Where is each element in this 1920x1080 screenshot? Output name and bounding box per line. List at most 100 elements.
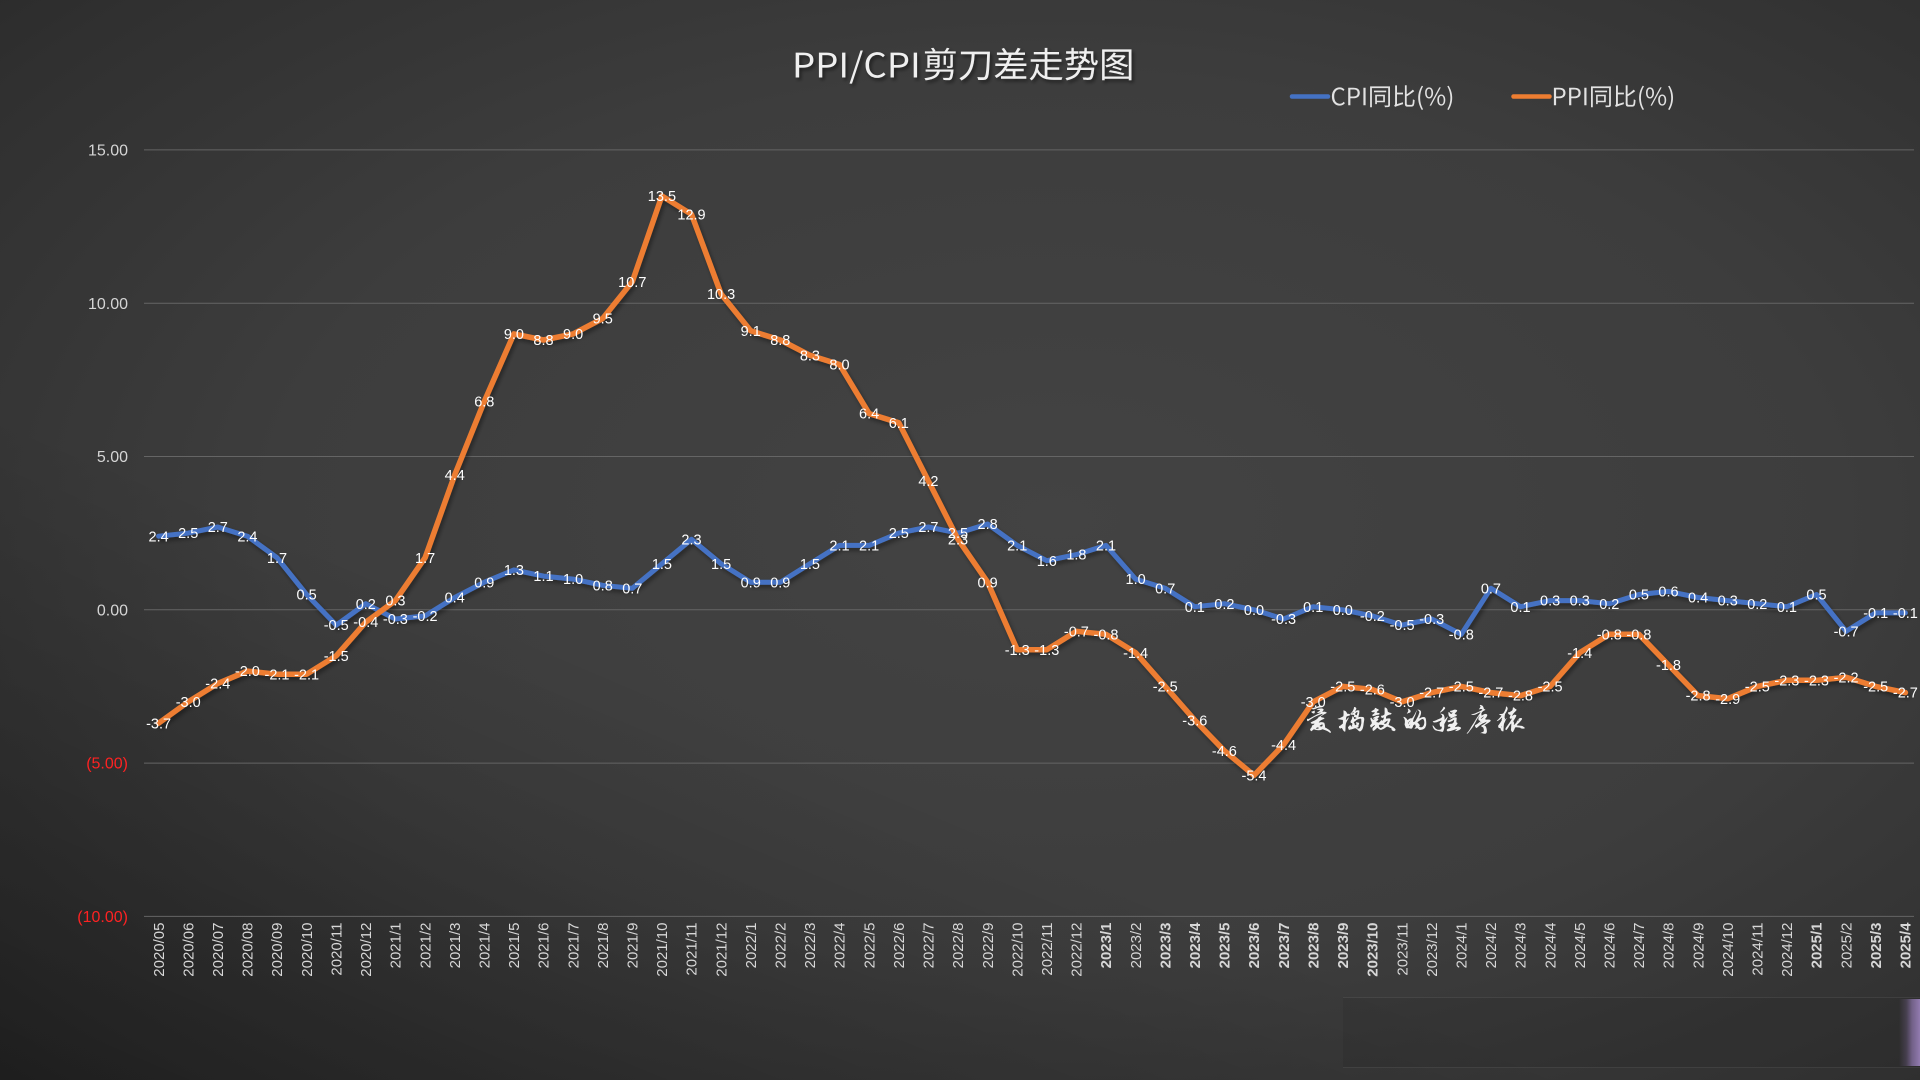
- svg-text:2022/4: 2022/4: [832, 923, 849, 969]
- svg-text:-2.5: -2.5: [1153, 680, 1178, 696]
- svg-text:2.4: 2.4: [149, 529, 169, 545]
- svg-text:2023/4: 2023/4: [1187, 922, 1204, 969]
- svg-text:2021/8: 2021/8: [595, 923, 612, 969]
- svg-text:2023/7: 2023/7: [1276, 923, 1293, 969]
- svg-text:2023/11: 2023/11: [1394, 923, 1411, 976]
- svg-text:-2.7: -2.7: [1419, 686, 1444, 702]
- svg-text:2023/8: 2023/8: [1305, 923, 1322, 969]
- svg-text:2020/09: 2020/09: [269, 923, 286, 977]
- svg-text:2022/12: 2022/12: [1069, 923, 1086, 977]
- svg-text:2024/6: 2024/6: [1602, 923, 1619, 969]
- svg-text:0.5: 0.5: [1806, 588, 1826, 604]
- svg-text:-0.5: -0.5: [324, 618, 349, 634]
- svg-text:2.1: 2.1: [1096, 539, 1116, 555]
- svg-text:2020/12: 2020/12: [358, 923, 375, 977]
- svg-text:0.3: 0.3: [1718, 594, 1738, 610]
- svg-text:0.1: 0.1: [1510, 600, 1530, 616]
- svg-text:2021/9: 2021/9: [625, 923, 642, 969]
- svg-text:2023/6: 2023/6: [1246, 923, 1263, 969]
- svg-text:2021/3: 2021/3: [447, 923, 464, 969]
- svg-text:2020/10: 2020/10: [299, 923, 316, 977]
- svg-text:2.4: 2.4: [237, 529, 257, 545]
- svg-text:0.00: 0.00: [97, 602, 128, 619]
- svg-text:-4.4: -4.4: [1271, 738, 1296, 754]
- svg-text:-0.8: -0.8: [1094, 627, 1119, 643]
- svg-text:0.2: 0.2: [1599, 597, 1619, 613]
- svg-text:2.3: 2.3: [948, 532, 968, 548]
- svg-text:2025/3: 2025/3: [1868, 923, 1885, 969]
- svg-text:9.0: 9.0: [563, 327, 583, 343]
- svg-text:-1.3: -1.3: [1005, 643, 1030, 659]
- svg-text:0.3: 0.3: [385, 594, 405, 610]
- svg-text:2025/2: 2025/2: [1838, 923, 1855, 969]
- svg-text:1.5: 1.5: [711, 557, 731, 573]
- svg-text:2.3: 2.3: [681, 532, 701, 548]
- svg-text:5.00: 5.00: [97, 449, 128, 466]
- svg-text:-2.5: -2.5: [1538, 680, 1563, 696]
- svg-text:-0.2: -0.2: [413, 609, 438, 625]
- svg-text:0.7: 0.7: [1481, 581, 1501, 597]
- svg-text:0.9: 0.9: [770, 575, 790, 591]
- svg-text:-1.4: -1.4: [1123, 646, 1148, 662]
- svg-text:0.9: 0.9: [741, 575, 761, 591]
- svg-text:2023/3: 2023/3: [1157, 923, 1174, 969]
- svg-text:2024/9: 2024/9: [1690, 923, 1707, 969]
- svg-text:2.1: 2.1: [829, 539, 849, 555]
- svg-text:-3.6: -3.6: [1182, 713, 1207, 729]
- svg-text:2021/2: 2021/2: [417, 923, 434, 969]
- svg-text:-2.4: -2.4: [205, 677, 230, 693]
- svg-text:1.5: 1.5: [652, 557, 672, 573]
- svg-text:-0.5: -0.5: [1390, 618, 1415, 634]
- svg-text:-1.4: -1.4: [1567, 646, 1592, 662]
- svg-text:9.5: 9.5: [593, 312, 613, 328]
- svg-text:2024/12: 2024/12: [1779, 923, 1796, 977]
- svg-text:1.7: 1.7: [267, 551, 287, 567]
- svg-text:-2.7: -2.7: [1478, 686, 1503, 702]
- svg-text:1.7: 1.7: [415, 551, 435, 567]
- svg-text:2024/8: 2024/8: [1661, 923, 1678, 969]
- svg-text:-2.0: -2.0: [235, 664, 260, 680]
- svg-text:0.3: 0.3: [1570, 594, 1590, 610]
- svg-text:2021/7: 2021/7: [565, 923, 582, 969]
- svg-text:-3.0: -3.0: [176, 695, 201, 711]
- svg-text:-2.8: -2.8: [1686, 689, 1711, 705]
- svg-text:-0.7: -0.7: [1834, 624, 1859, 640]
- svg-text:-0.2: -0.2: [1360, 609, 1385, 625]
- svg-text:2023/10: 2023/10: [1365, 923, 1382, 977]
- svg-text:2020/07: 2020/07: [210, 923, 227, 977]
- svg-text:2.5: 2.5: [948, 526, 968, 542]
- svg-text:6.8: 6.8: [474, 394, 494, 410]
- svg-text:0.8: 0.8: [593, 578, 613, 594]
- svg-text:2024/1: 2024/1: [1454, 923, 1471, 969]
- svg-text:2024/11: 2024/11: [1750, 923, 1767, 976]
- svg-text:2022/7: 2022/7: [921, 923, 938, 969]
- svg-text:1.1: 1.1: [533, 569, 553, 585]
- svg-text:-0.8: -0.8: [1626, 627, 1651, 643]
- svg-text:-0.3: -0.3: [1271, 612, 1296, 628]
- svg-text:4.2: 4.2: [918, 474, 938, 490]
- svg-text:0.7: 0.7: [622, 581, 642, 597]
- svg-text:-0.7: -0.7: [1064, 624, 1089, 640]
- svg-text:0.3: 0.3: [1540, 594, 1560, 610]
- svg-text:0.1: 0.1: [1777, 600, 1797, 616]
- svg-text:2021/11: 2021/11: [684, 923, 701, 976]
- svg-text:10.3: 10.3: [707, 287, 735, 303]
- svg-text:2.5: 2.5: [889, 526, 909, 542]
- svg-text:2024/2: 2024/2: [1483, 923, 1500, 969]
- svg-text:6.4: 6.4: [859, 407, 879, 423]
- svg-text:1.0: 1.0: [563, 572, 583, 588]
- svg-text:2022/9: 2022/9: [980, 923, 997, 969]
- svg-text:2.1: 2.1: [859, 539, 879, 555]
- svg-text:1.3: 1.3: [504, 563, 524, 579]
- svg-text:-0.8: -0.8: [1449, 627, 1474, 643]
- svg-text:8.3: 8.3: [800, 348, 820, 364]
- svg-text:0.9: 0.9: [474, 575, 494, 591]
- svg-text:-2.6: -2.6: [1360, 683, 1385, 699]
- svg-text:-2.5: -2.5: [1449, 680, 1474, 696]
- svg-text:0.0: 0.0: [1333, 603, 1353, 619]
- svg-text:-2.9: -2.9: [1715, 692, 1740, 708]
- svg-text:10.00: 10.00: [88, 296, 128, 313]
- svg-text:1.8: 1.8: [1066, 548, 1086, 564]
- svg-text:2021/12: 2021/12: [713, 923, 730, 977]
- svg-text:0.2: 0.2: [1747, 597, 1767, 613]
